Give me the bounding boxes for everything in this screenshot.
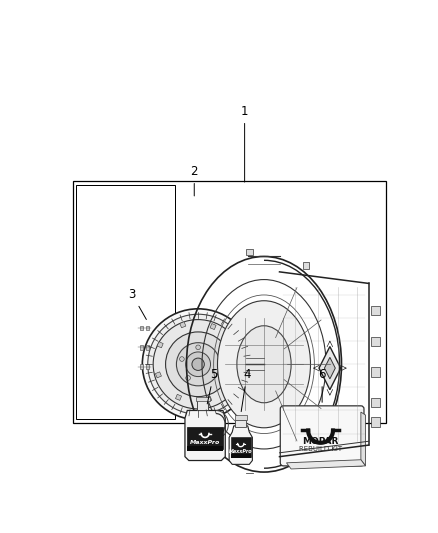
Bar xyxy=(206,396,212,402)
FancyBboxPatch shape xyxy=(280,406,364,466)
Bar xyxy=(303,262,309,269)
Polygon shape xyxy=(325,357,336,379)
Text: 3: 3 xyxy=(129,288,146,319)
Bar xyxy=(230,346,236,352)
Bar xyxy=(371,306,380,315)
Bar xyxy=(371,367,380,377)
Bar xyxy=(155,372,162,378)
Bar xyxy=(235,419,246,427)
Polygon shape xyxy=(319,346,341,390)
Bar xyxy=(196,398,210,401)
Bar xyxy=(303,460,309,466)
Text: MaxxPro: MaxxPro xyxy=(190,440,220,445)
Bar xyxy=(371,417,380,426)
Bar xyxy=(231,454,251,458)
Ellipse shape xyxy=(192,358,204,370)
Bar xyxy=(187,427,223,449)
Text: 1: 1 xyxy=(241,105,248,182)
Ellipse shape xyxy=(142,309,254,419)
Bar xyxy=(198,400,208,410)
Circle shape xyxy=(186,376,191,380)
Bar xyxy=(371,336,380,346)
Bar xyxy=(146,364,149,369)
Ellipse shape xyxy=(153,320,243,409)
Bar xyxy=(180,322,186,328)
Ellipse shape xyxy=(218,301,311,428)
Bar xyxy=(146,345,149,350)
Ellipse shape xyxy=(237,326,291,403)
Circle shape xyxy=(180,357,184,361)
Bar xyxy=(140,364,143,369)
Polygon shape xyxy=(185,410,225,461)
Polygon shape xyxy=(187,418,210,430)
Text: 6: 6 xyxy=(318,368,326,402)
Polygon shape xyxy=(286,460,366,469)
Bar xyxy=(187,446,223,450)
Bar xyxy=(140,345,143,350)
Bar xyxy=(246,249,253,255)
Bar xyxy=(210,324,216,329)
Bar xyxy=(235,415,247,421)
Bar xyxy=(176,394,182,400)
Ellipse shape xyxy=(148,314,248,414)
Ellipse shape xyxy=(186,352,211,377)
Bar xyxy=(76,185,175,419)
Text: MaxxPro: MaxxPro xyxy=(229,449,253,454)
Text: REBUILD KIT: REBUILD KIT xyxy=(299,446,342,452)
Bar xyxy=(157,342,163,348)
Text: 2: 2 xyxy=(191,165,198,196)
Ellipse shape xyxy=(166,332,231,397)
Bar xyxy=(140,326,143,330)
Bar xyxy=(228,376,234,382)
Bar xyxy=(231,438,251,457)
Text: 4: 4 xyxy=(241,368,251,411)
Polygon shape xyxy=(361,412,366,466)
Circle shape xyxy=(196,345,201,350)
Polygon shape xyxy=(229,426,252,464)
Bar xyxy=(246,473,253,480)
Text: MOPAR: MOPAR xyxy=(302,437,339,446)
Bar xyxy=(371,398,380,407)
Bar xyxy=(146,326,149,330)
Ellipse shape xyxy=(177,343,220,386)
Bar xyxy=(74,181,386,423)
Text: 5: 5 xyxy=(207,368,217,404)
